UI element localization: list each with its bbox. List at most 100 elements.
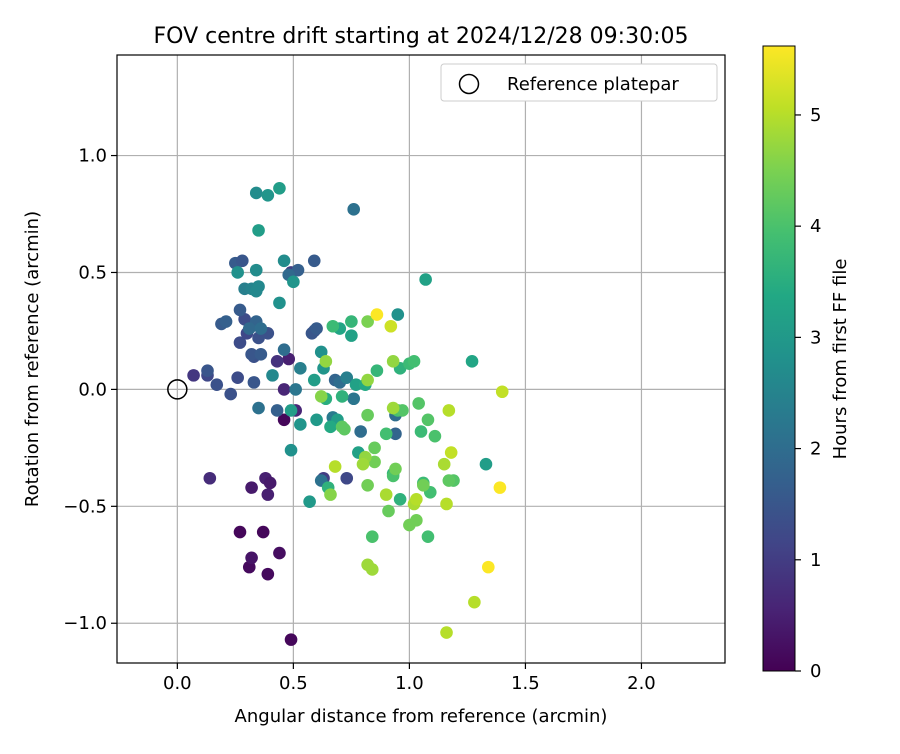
data-point: [393, 493, 407, 506]
data-point: [379, 427, 393, 441]
legend-frame: [440, 63, 718, 102]
data-point: [261, 488, 275, 501]
x-tick-label: 0.0: [163, 673, 192, 694]
data-point: [282, 352, 296, 366]
data-point: [386, 401, 400, 415]
legend-marker-open-circle: [458, 73, 480, 95]
y-tick-label: 0.5: [78, 262, 107, 283]
data-point: [252, 401, 265, 415]
legend: Reference platepar: [440, 63, 718, 102]
x-axis-label: Angular distance from reference (arcmin): [235, 706, 608, 727]
x-tick-label: 1.5: [511, 673, 540, 694]
data-point: [414, 425, 428, 438]
data-point: [361, 373, 374, 387]
data-point: [354, 425, 367, 438]
data-point: [493, 481, 507, 494]
data-point: [219, 315, 233, 328]
y-axis-label: Rotation from reference (arcmin): [22, 211, 43, 507]
colorbar-gradient: [762, 45, 796, 672]
data-point: [231, 371, 244, 385]
data-point: [389, 427, 402, 441]
data-point: [187, 369, 200, 382]
data-point: [294, 418, 307, 431]
data-point: [203, 471, 217, 485]
data-point: [254, 348, 268, 361]
data-point: [328, 460, 342, 473]
data-point: [361, 558, 374, 572]
data-point: [442, 474, 456, 487]
data-point: [345, 315, 358, 328]
data-point: [270, 404, 284, 417]
data-point: [421, 413, 435, 427]
data-point: [277, 383, 291, 396]
data-point: [291, 263, 305, 277]
data-point: [421, 530, 435, 544]
data-point: [349, 378, 363, 392]
data-point: [326, 319, 340, 333]
data-point: [233, 303, 247, 317]
data-point: [437, 457, 451, 471]
data-point: [233, 336, 247, 349]
data-point: [428, 429, 442, 443]
data-point: [273, 296, 286, 310]
data-point: [247, 376, 261, 389]
data-point: [481, 560, 495, 574]
data-point: [361, 408, 374, 422]
data-point: [347, 203, 361, 216]
data-point: [324, 420, 337, 434]
data-point: [273, 181, 286, 195]
data-point: [310, 322, 323, 335]
data-point: [465, 355, 479, 368]
colorbar-tick-label: 5: [810, 105, 821, 126]
data-point: [410, 514, 423, 527]
data-point: [273, 546, 286, 560]
data-point: [319, 355, 333, 368]
data-point: [340, 471, 354, 485]
data-point: [284, 633, 298, 646]
axes-layer: 0.0 0.5 1.0 1.5 2.0 −1.0 −0.5 0.0 0.5 1.0: [63, 54, 726, 694]
data-point: [201, 364, 214, 377]
data-point: [361, 478, 374, 492]
y-tick-label: 0.0: [78, 379, 107, 400]
data-point: [310, 413, 323, 427]
data-point: [270, 355, 284, 368]
reference-platepar-marker: [167, 379, 188, 400]
colorbar-label: Hours from first FF file: [830, 259, 851, 460]
plot-frame: [116, 54, 726, 664]
colorbar: 0 1 2 3 4 5: [762, 45, 821, 682]
x-tick-label: 0.5: [279, 673, 308, 694]
data-point: [294, 362, 307, 375]
data-point: [440, 497, 453, 511]
data-point: [256, 525, 270, 539]
data-point: [379, 488, 393, 501]
data-point: [307, 373, 321, 387]
data-point: [361, 315, 374, 328]
data-point: [417, 478, 430, 492]
data-point: [287, 275, 300, 289]
y-tick-label: −1.0: [63, 613, 107, 634]
data-point: [356, 457, 370, 471]
data-point: [368, 441, 381, 455]
chart-title: FOV centre drift starting at 2024/12/28 …: [154, 24, 689, 49]
data-point: [277, 413, 291, 427]
legend-label: Reference platepar: [507, 74, 679, 95]
data-point: [277, 343, 291, 356]
data-point: [391, 308, 405, 321]
data-point: [338, 422, 351, 436]
data-point: [314, 390, 328, 403]
data-point: [236, 254, 249, 268]
colorbar-tick-label: 3: [810, 327, 821, 348]
data-point: [407, 355, 421, 368]
data-point: [284, 404, 298, 417]
reference-layer: [167, 379, 188, 400]
data-point: [370, 364, 384, 377]
data-point: [263, 476, 277, 490]
data-point: [254, 322, 268, 335]
data-point: [412, 397, 425, 410]
data-point: [277, 254, 291, 268]
data-point: [442, 404, 456, 417]
data-point: [340, 371, 354, 385]
y-tick-label: −0.5: [63, 496, 107, 517]
